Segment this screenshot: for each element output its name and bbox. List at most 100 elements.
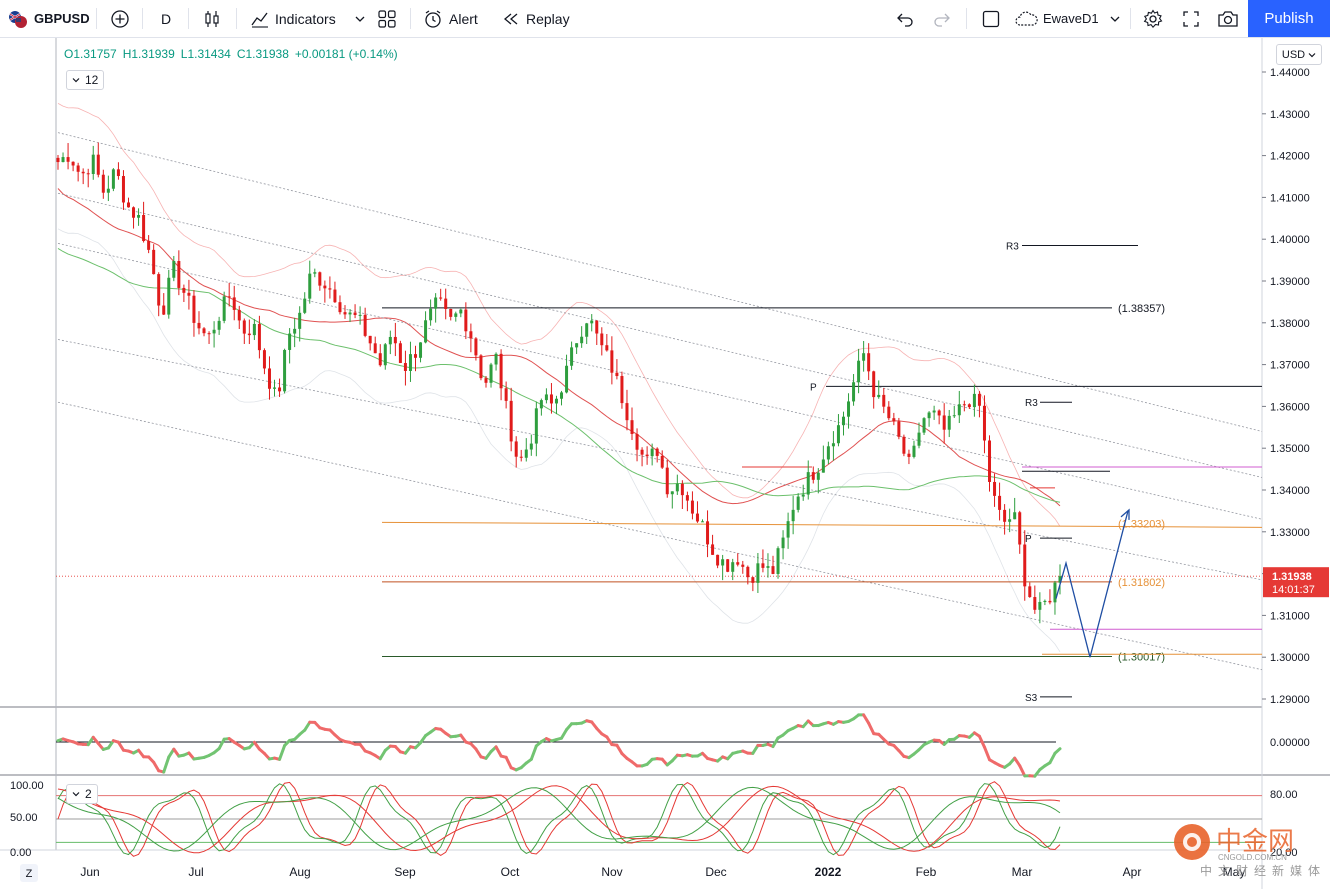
candle bbox=[76, 162, 80, 182]
candle bbox=[333, 281, 337, 303]
candle bbox=[882, 388, 886, 414]
replay-button[interactable]: Replay bbox=[502, 0, 570, 37]
price-tick-label: 1.44000 bbox=[1270, 67, 1310, 79]
fullscreen-button[interactable] bbox=[1181, 0, 1201, 37]
candle bbox=[358, 306, 362, 325]
undo-button[interactable] bbox=[895, 0, 915, 37]
candle bbox=[635, 428, 639, 462]
candle-body bbox=[222, 296, 226, 321]
alert-button[interactable]: Alert bbox=[423, 0, 478, 37]
candle-body bbox=[972, 393, 976, 408]
candle bbox=[494, 352, 498, 371]
candle bbox=[726, 559, 730, 573]
channel-line bbox=[57, 242, 1263, 520]
momentum-segment bbox=[474, 747, 483, 759]
candle bbox=[580, 326, 584, 348]
candle-body bbox=[731, 562, 735, 572]
candle bbox=[197, 311, 201, 335]
candle bbox=[177, 250, 181, 296]
candle-body bbox=[640, 449, 644, 455]
candle bbox=[847, 393, 851, 429]
candle-body bbox=[761, 563, 765, 568]
timezone-label: Z bbox=[26, 868, 33, 880]
symbol-search[interactable]: GBPUSD bbox=[8, 0, 90, 37]
candle-body bbox=[554, 398, 558, 404]
candle-body bbox=[912, 445, 916, 457]
stoch-fast-d-line bbox=[57, 783, 1061, 856]
chevron-down-icon[interactable] bbox=[1109, 13, 1121, 25]
candle-body bbox=[922, 418, 926, 433]
price-tick-label: 1.41000 bbox=[1270, 192, 1310, 204]
stoch-slow-k-line bbox=[57, 785, 1061, 854]
candle-body bbox=[585, 323, 589, 337]
candle-body bbox=[1043, 600, 1047, 602]
candle-body bbox=[816, 472, 820, 480]
candle-body bbox=[232, 297, 236, 310]
price-tick-label: 1.34000 bbox=[1270, 485, 1310, 497]
candle-body bbox=[852, 382, 856, 402]
redo-button[interactable] bbox=[932, 0, 952, 37]
chart-type-button[interactable] bbox=[202, 0, 222, 37]
candle-body bbox=[393, 336, 397, 344]
stoch-tick-label: 20.00 bbox=[1270, 847, 1298, 859]
currency-selector[interactable]: USD bbox=[1276, 44, 1322, 65]
candle bbox=[484, 375, 488, 388]
candle-body bbox=[388, 336, 392, 345]
legend-low: L1.31434 bbox=[180, 47, 231, 61]
lower-band bbox=[57, 228, 1061, 653]
candle bbox=[857, 348, 861, 394]
compare-button[interactable] bbox=[110, 0, 130, 37]
candle-body bbox=[454, 313, 458, 317]
indicators-icon bbox=[251, 12, 268, 28]
collapse-indicators-badge[interactable]: 12 bbox=[66, 70, 105, 90]
candle-body bbox=[298, 312, 302, 329]
settings-button[interactable] bbox=[1143, 0, 1163, 37]
candle-body bbox=[1018, 512, 1022, 545]
candle bbox=[353, 304, 357, 319]
wave-projection[interactable] bbox=[1055, 508, 1130, 658]
candle-body bbox=[937, 410, 941, 416]
candle bbox=[469, 323, 473, 353]
interval-button[interactable]: D bbox=[161, 0, 171, 37]
candle-body bbox=[403, 363, 407, 371]
candle bbox=[917, 422, 921, 449]
time-axis[interactable]: Jun Jul Aug Sep Oct Nov Dec 2022 Feb Mar Apr May Z bbox=[20, 864, 1245, 882]
legend-open: O1.31757 bbox=[64, 47, 117, 61]
candle bbox=[706, 510, 710, 558]
candle-body bbox=[549, 394, 553, 404]
candle-body bbox=[278, 387, 282, 392]
time-tick-label: 2022 bbox=[815, 865, 842, 879]
price-tick-label: 1.38000 bbox=[1270, 318, 1310, 330]
candle-body bbox=[544, 394, 548, 401]
wave-projection-line[interactable] bbox=[1055, 510, 1129, 658]
candle-body bbox=[826, 446, 830, 460]
grid-icon bbox=[378, 9, 396, 28]
fullscreen-layout-button[interactable] bbox=[981, 0, 1001, 37]
candle bbox=[101, 169, 105, 199]
zhongjin-logo-icon: 中金网 CNGOLD.COM.CN 中文财经新媒体 bbox=[1174, 824, 1320, 878]
channel-line bbox=[57, 339, 1263, 581]
upper-band bbox=[57, 103, 1061, 527]
candle bbox=[388, 330, 392, 355]
chart-canvas[interactable]: (1.38357) (1.33203) (1.31802) (1.30017) P R3 R… bbox=[0, 38, 1330, 889]
candle-body bbox=[106, 188, 110, 193]
price-axis[interactable]: 1.44000 1.43000 1.42000 1.41000 1.40000 1.390… bbox=[10, 67, 1329, 859]
indicators-button[interactable]: Indicators bbox=[250, 0, 366, 37]
candle-body bbox=[751, 577, 755, 583]
chevron-down-icon[interactable] bbox=[354, 13, 366, 25]
momentum-segment bbox=[504, 755, 513, 770]
layout-switcher[interactable]: EwaveD1 bbox=[1014, 0, 1121, 37]
collapse-stoch-badge[interactable]: 2 bbox=[66, 784, 98, 804]
templates-button[interactable] bbox=[377, 0, 397, 37]
snapshot-button[interactable] bbox=[1217, 0, 1239, 37]
candle-body bbox=[595, 320, 599, 334]
candle bbox=[665, 460, 669, 498]
candle bbox=[147, 235, 151, 254]
candle bbox=[771, 555, 775, 575]
envelope-bands bbox=[57, 103, 1061, 653]
candle bbox=[575, 343, 579, 354]
candle bbox=[106, 175, 110, 202]
candle bbox=[142, 201, 146, 243]
publish-button[interactable]: Publish bbox=[1248, 0, 1330, 37]
timezone-button[interactable] bbox=[20, 864, 38, 882]
